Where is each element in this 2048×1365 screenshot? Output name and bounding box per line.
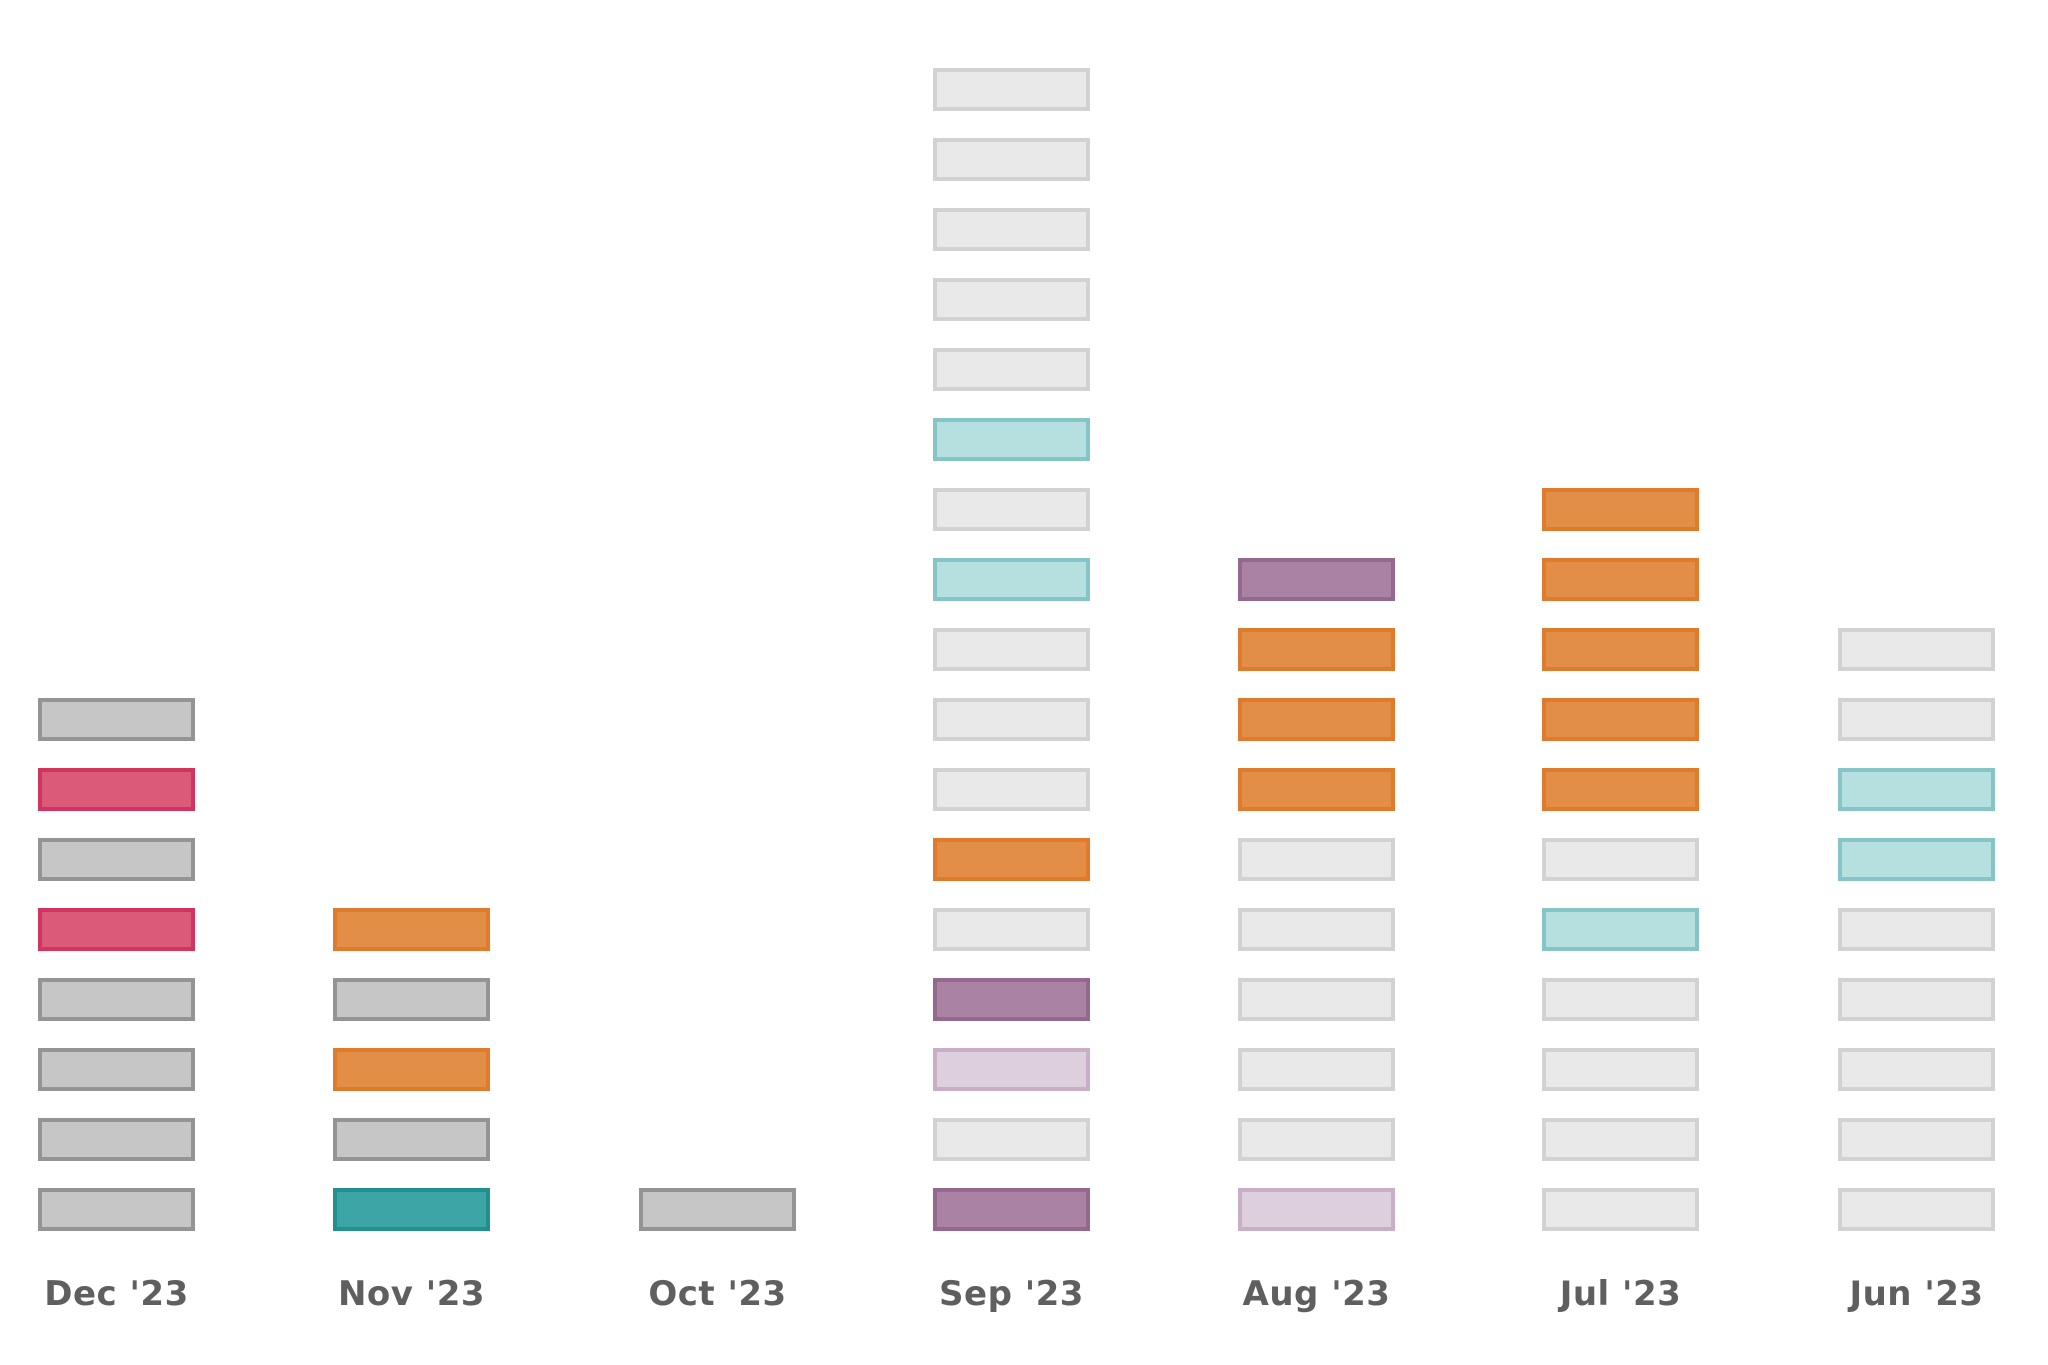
block-pink (38, 768, 195, 811)
block-orange (1238, 698, 1395, 741)
block-orange (333, 1048, 490, 1091)
block-light-gray (1238, 838, 1395, 881)
block-light-gray (1838, 1188, 1995, 1231)
x-axis-label: Jun '23 (1849, 1274, 1984, 1314)
block-orange (1542, 488, 1699, 531)
block-light-gray (933, 488, 1090, 531)
block-light-gray (933, 208, 1090, 251)
block-gray (38, 838, 195, 881)
column-sep-23: Sep '23 (933, 0, 1090, 1365)
column-aug-23: Aug '23 (1238, 0, 1395, 1365)
block-purple (933, 1188, 1090, 1231)
block-orange (933, 838, 1090, 881)
block-light-gray (933, 908, 1090, 951)
block-orange (1542, 768, 1699, 811)
x-axis-label: Nov '23 (337, 1274, 486, 1314)
block-orange (1238, 768, 1395, 811)
block-gray (38, 698, 195, 741)
block-pink (38, 908, 195, 951)
block-light-gray (933, 138, 1090, 181)
block-light-gray (1838, 628, 1995, 671)
x-axis-label: Oct '23 (648, 1274, 787, 1314)
block-light-gray (1542, 978, 1699, 1021)
block-light-gray (1238, 908, 1395, 951)
block-light-gray (933, 1118, 1090, 1161)
block-gray (38, 1048, 195, 1091)
block-light-gray (1838, 1048, 1995, 1091)
block-light-gray (1238, 1118, 1395, 1161)
block-gray (38, 1118, 195, 1161)
block-light-purple (1238, 1188, 1395, 1231)
block-light-teal (1838, 768, 1995, 811)
block-orange (1542, 558, 1699, 601)
block-light-teal (1542, 908, 1699, 951)
block-gray (38, 1188, 195, 1231)
block-orange (1238, 628, 1395, 671)
block-light-gray (933, 768, 1090, 811)
block-light-teal (1838, 838, 1995, 881)
block-teal (333, 1188, 490, 1231)
block-gray (38, 978, 195, 1021)
block-light-gray (1838, 698, 1995, 741)
block-light-gray (1238, 978, 1395, 1021)
block-gray (333, 978, 490, 1021)
block-light-gray (1542, 1118, 1699, 1161)
block-orange (1542, 628, 1699, 671)
column-nov-23: Nov '23 (333, 0, 490, 1365)
block-light-gray (1838, 908, 1995, 951)
block-light-gray (1542, 1048, 1699, 1091)
block-gray (639, 1188, 796, 1231)
column-oct-23: Oct '23 (639, 0, 796, 1365)
block-orange (1542, 698, 1699, 741)
block-purple (933, 978, 1090, 1021)
block-light-teal (933, 418, 1090, 461)
block-light-gray (1238, 1048, 1395, 1091)
block-light-gray (933, 698, 1090, 741)
block-light-gray (933, 348, 1090, 391)
x-axis-label: Dec '23 (44, 1274, 189, 1314)
block-light-gray (933, 628, 1090, 671)
block-orange (333, 908, 490, 951)
column-jun-23: Jun '23 (1838, 0, 1995, 1365)
block-light-gray (1542, 838, 1699, 881)
block-light-gray (1542, 1188, 1699, 1231)
block-light-gray (1838, 978, 1995, 1021)
block-gray (333, 1118, 490, 1161)
block-purple (1238, 558, 1395, 601)
column-jul-23: Jul '23 (1542, 0, 1699, 1365)
block-light-gray (1838, 1118, 1995, 1161)
block-light-gray (933, 68, 1090, 111)
x-axis-label: Aug '23 (1242, 1274, 1391, 1314)
block-light-teal (933, 558, 1090, 601)
block-light-gray (933, 278, 1090, 321)
block-light-purple (933, 1048, 1090, 1091)
column-dec-23: Dec '23 (38, 0, 195, 1365)
x-axis-label: Sep '23 (939, 1274, 1084, 1314)
x-axis-label: Jul '23 (1559, 1274, 1682, 1314)
